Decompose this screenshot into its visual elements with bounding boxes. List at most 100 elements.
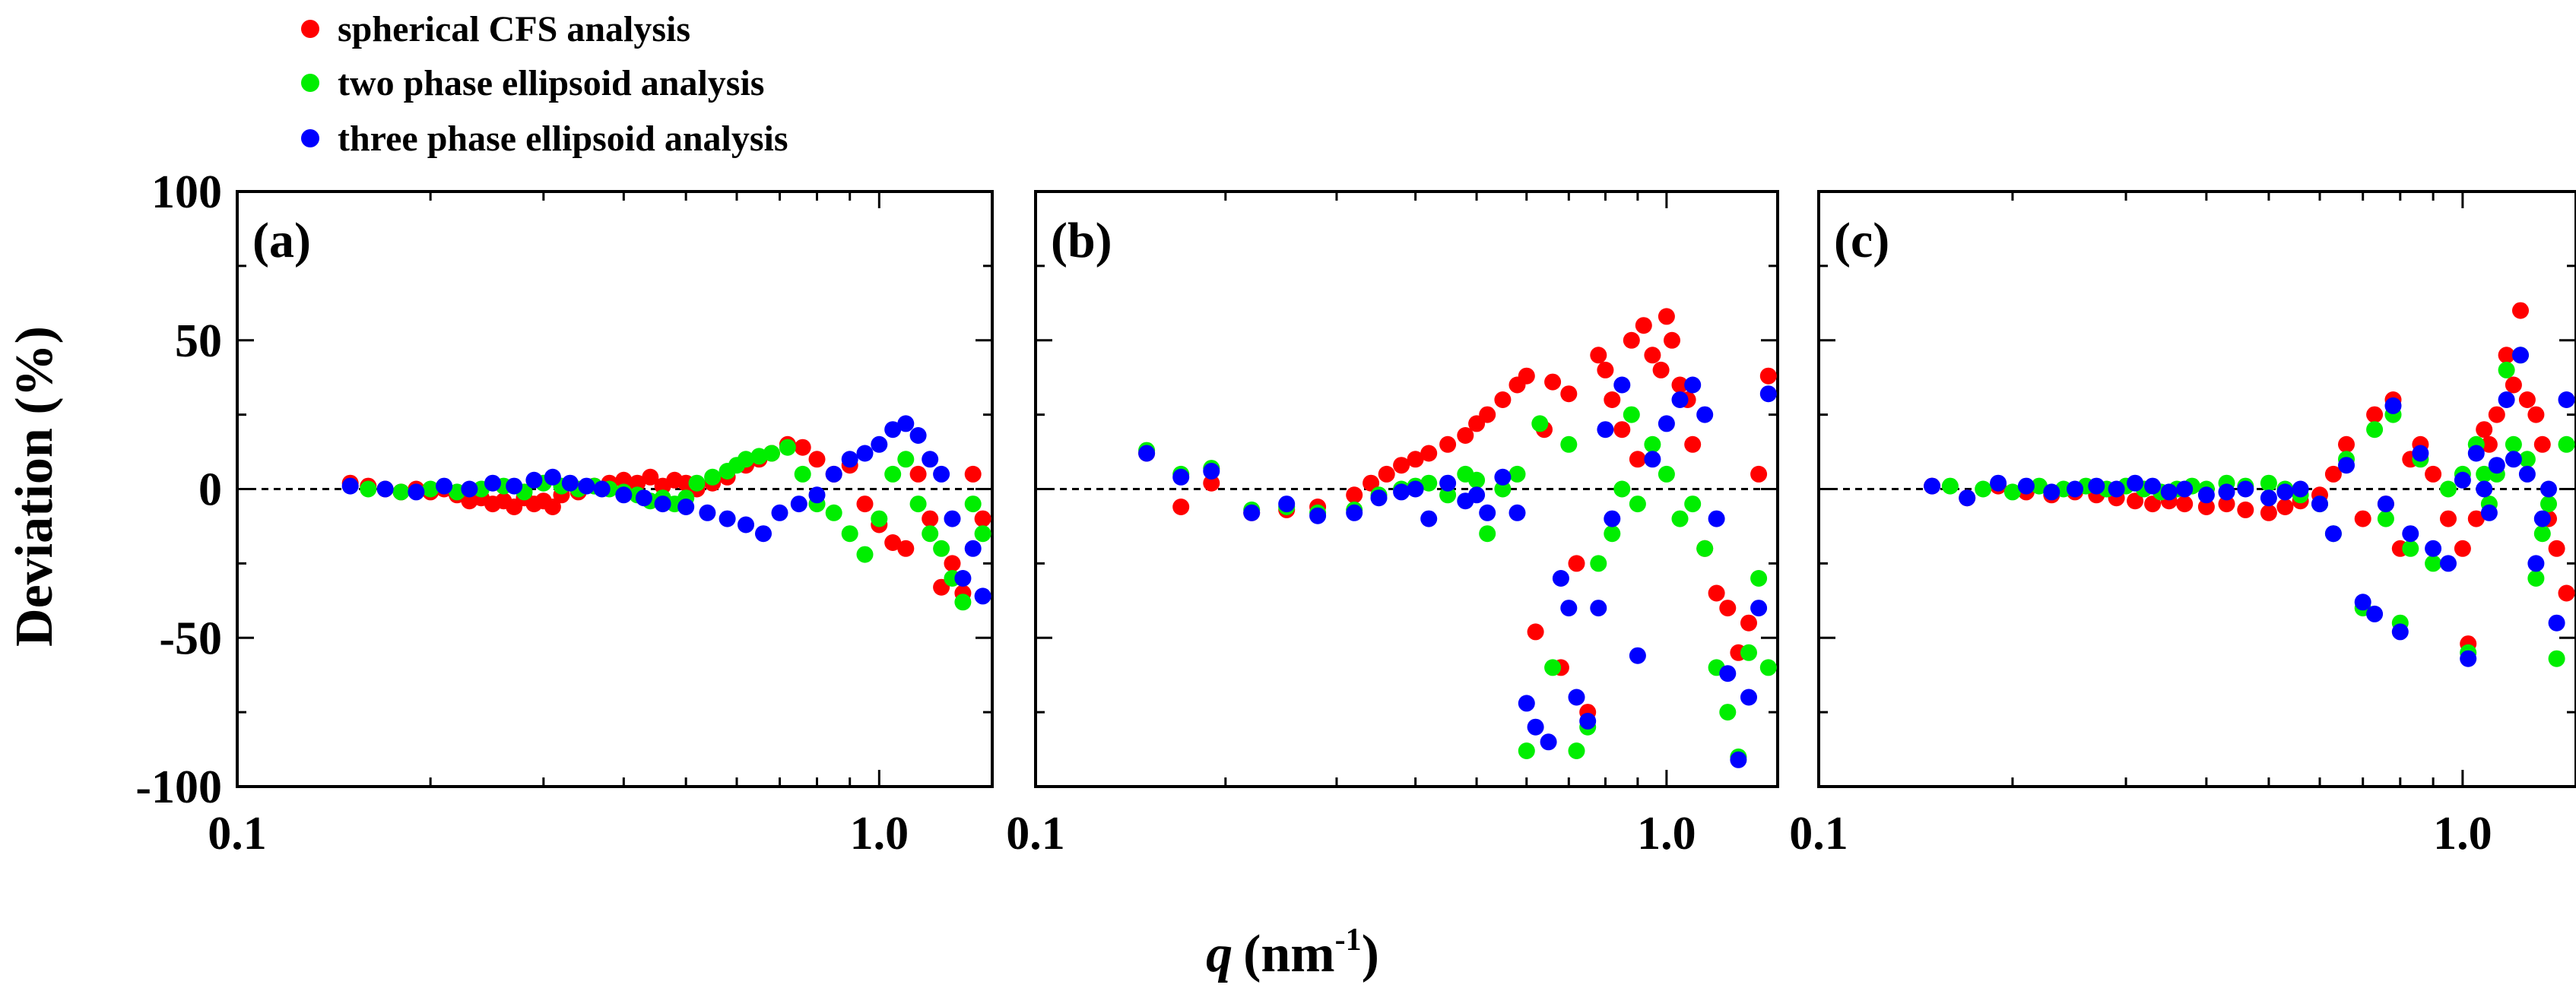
- data-point: [1518, 367, 1535, 385]
- data-point: [2366, 605, 2384, 622]
- data-point: [2425, 465, 2442, 483]
- data-point: [1740, 614, 1757, 632]
- x-tick-label: 0.1: [1006, 808, 1065, 860]
- y-tick-label: -100: [135, 761, 222, 813]
- data-point: [1407, 451, 1424, 468]
- data-point: [1684, 496, 1702, 513]
- data-point: [1740, 644, 1757, 661]
- data-point: [2558, 584, 2575, 602]
- data-point: [2311, 496, 2328, 513]
- data-point: [578, 477, 595, 495]
- data-point: [593, 480, 611, 498]
- data-point: [2412, 445, 2429, 462]
- data-point: [825, 465, 842, 483]
- data-point: [1457, 427, 1474, 444]
- data-point: [1684, 435, 1702, 453]
- data-point: [1468, 486, 1486, 504]
- x-tick-label: 1.0: [2433, 808, 2492, 860]
- data-point: [2476, 480, 2493, 498]
- data-point: [1671, 510, 1689, 527]
- data-point: [1531, 415, 1549, 432]
- data-point: [2425, 540, 2442, 557]
- data-point: [2384, 397, 2402, 414]
- data-point: [884, 421, 902, 439]
- data-point: [2476, 421, 2493, 439]
- data-point: [1393, 457, 1410, 474]
- data-point: [1552, 570, 1569, 587]
- x-tick-label: 0.1: [1789, 808, 1848, 860]
- data-point: [2440, 480, 2457, 498]
- data-point: [2160, 483, 2178, 501]
- data-point: [2533, 510, 2551, 527]
- data-point: [964, 496, 982, 513]
- data-point: [1439, 435, 1457, 453]
- data-point: [2402, 540, 2419, 557]
- data-point: [461, 480, 478, 498]
- data-point: [2533, 525, 2551, 543]
- data-point: [635, 489, 652, 507]
- legend-marker-three-phase: [301, 129, 319, 147]
- data-point: [2237, 480, 2254, 498]
- data-point: [856, 445, 874, 462]
- data-point: [2276, 499, 2294, 515]
- x-tick-label: 0.1: [208, 808, 267, 860]
- data-point: [922, 510, 939, 527]
- series-two-phase: [360, 439, 991, 611]
- data-point: [2043, 483, 2060, 501]
- data-point: [2488, 406, 2505, 423]
- data-point: [2540, 480, 2557, 498]
- data-point: [954, 594, 972, 611]
- data-point: [1730, 751, 1747, 768]
- data-point: [1959, 489, 1976, 507]
- data-point: [2324, 465, 2342, 483]
- data-point: [677, 499, 695, 515]
- data-point: [1479, 504, 1496, 521]
- data-point: [2260, 474, 2277, 492]
- data-point: [909, 496, 927, 513]
- data-point: [974, 510, 991, 527]
- data-point: [1420, 474, 1438, 492]
- data-point: [1658, 415, 1675, 432]
- data-point: [897, 415, 915, 432]
- data-point: [1560, 435, 1578, 453]
- data-point: [1494, 391, 1512, 408]
- data-point: [808, 486, 826, 504]
- data-point: [1579, 712, 1597, 730]
- data-point: [1652, 361, 1670, 378]
- data-point: [704, 468, 722, 486]
- data-point: [615, 486, 633, 504]
- data-point: [1568, 555, 1585, 572]
- data-point: [2276, 483, 2294, 501]
- data-point: [1684, 376, 1702, 394]
- data-point: [1597, 421, 1614, 439]
- data-point: [629, 474, 646, 492]
- data-point: [1518, 695, 1535, 712]
- data-point: [2144, 477, 2162, 495]
- data-point: [484, 474, 501, 492]
- data-point: [794, 465, 811, 483]
- data-point: [1719, 704, 1737, 721]
- data-point: [2003, 483, 2021, 501]
- data-point: [1420, 445, 1438, 462]
- data-point: [1658, 308, 1675, 325]
- data-point: [544, 468, 561, 486]
- x-tick-label: 1.0: [850, 808, 909, 860]
- data-point: [1941, 477, 1959, 495]
- data-point: [1346, 486, 1363, 504]
- data-point: [1590, 347, 1607, 364]
- legend-label-spherical-cfs: spherical CFS analysis: [338, 9, 690, 49]
- data-point: [2476, 465, 2493, 483]
- data-point: [1613, 421, 1631, 439]
- data-point: [1518, 742, 1535, 759]
- data-point: [2527, 570, 2545, 587]
- data-point: [897, 540, 915, 557]
- data-point: [2088, 477, 2105, 495]
- legend-entry-two-phase: two phase ellipsoid analysis: [301, 63, 764, 103]
- data-point: [1346, 504, 1363, 521]
- data-point: [2505, 451, 2522, 468]
- data-point: [525, 471, 543, 489]
- data-point: [2498, 391, 2515, 408]
- legend-marker-two-phase: [301, 74, 319, 92]
- data-point: [1420, 510, 1438, 527]
- data-point: [2377, 496, 2394, 513]
